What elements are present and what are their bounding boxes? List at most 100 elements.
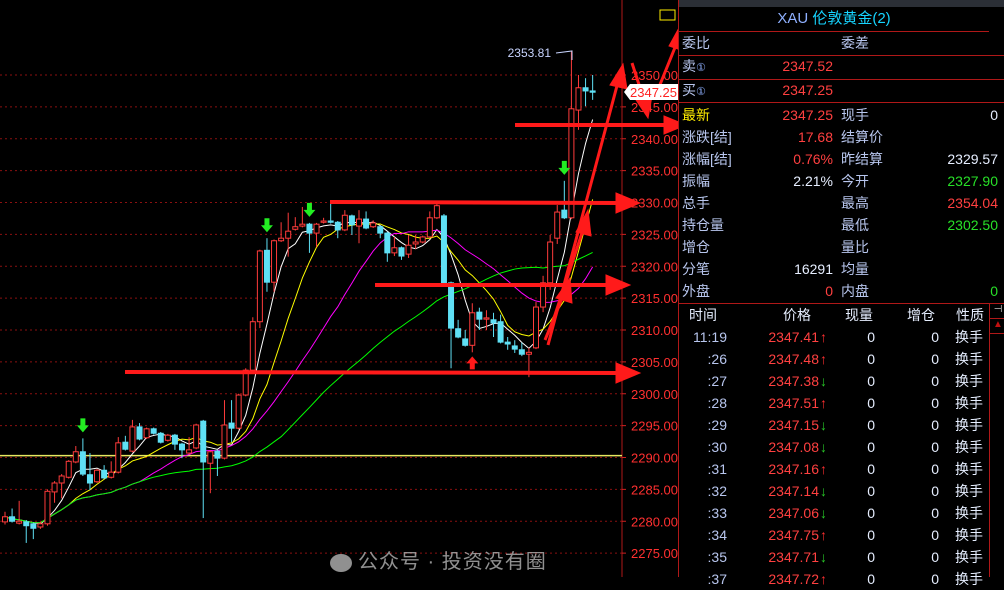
candle-body — [377, 226, 384, 234]
candle-body — [207, 451, 214, 464]
tick-row[interactable]: :31 2347.16 ↑ 0 0 换手 — [679, 458, 989, 480]
candle — [179, 442, 185, 459]
tick-oi-change: 0 — [931, 461, 939, 477]
candle — [426, 211, 433, 239]
candle — [186, 437, 193, 455]
candle — [108, 461, 115, 479]
axis-label: 2305.00 — [631, 355, 678, 370]
axis-label: 2300.00 — [631, 387, 678, 402]
candle-body — [2, 516, 8, 523]
candle — [214, 449, 221, 476]
candle — [348, 214, 355, 236]
candle — [327, 201, 334, 224]
tick-time: :31 — [707, 461, 727, 477]
candle — [547, 235, 554, 290]
pin-icon[interactable]: ⊣ — [990, 304, 1004, 319]
annotation-arrowhead — [663, 115, 680, 135]
ticks-scrollbar[interactable]: ⊣ ▲ — [989, 304, 1004, 577]
tick-oi-change: 0 — [931, 395, 939, 411]
header-volume[interactable]: 现量 — [845, 307, 873, 323]
bid-row: 买① 2347.25 — [679, 79, 1004, 101]
header-oi-change[interactable]: 增仓 — [907, 307, 935, 323]
field-label: 振幅 — [682, 173, 710, 189]
candle-body — [221, 424, 228, 459]
candle — [143, 427, 150, 440]
tick-row[interactable]: :33 2347.06 ↓ 0 0 换手 — [679, 502, 989, 524]
candle — [412, 235, 419, 250]
tick-direction-icon: ↓ — [820, 505, 827, 521]
axis-label: 2290.00 — [631, 451, 678, 466]
panel-top-strip — [679, 0, 1004, 7]
candle-body — [525, 351, 532, 355]
candle — [235, 393, 242, 430]
header-price[interactable]: 价格 — [783, 307, 811, 323]
tick-oi-change: 0 — [931, 527, 939, 543]
candle — [58, 474, 65, 499]
candle-body — [490, 319, 497, 324]
window-toggle-icon[interactable] — [659, 9, 676, 21]
candle — [370, 220, 377, 228]
annotation-arrowhead — [668, 24, 680, 51]
tick-volume: 0 — [867, 549, 875, 565]
field-value: 16291 — [794, 261, 833, 277]
candle-body — [426, 217, 433, 238]
scroll-up-icon[interactable]: ▲ — [990, 319, 1004, 334]
tick-row[interactable]: :32 2347.14 ↓ 0 0 换手 — [679, 480, 989, 502]
candle-body — [356, 218, 362, 227]
axis-label: 2315.00 — [631, 291, 678, 306]
candle — [65, 460, 72, 479]
candle — [568, 50, 575, 220]
header-type[interactable]: 性质 — [956, 307, 984, 323]
candle-body — [469, 312, 476, 346]
tick-row[interactable]: :34 2347.75 ↑ 0 0 换手 — [679, 524, 989, 546]
field-label: 内盘 — [841, 283, 869, 299]
annotation-arrowhead — [615, 362, 642, 384]
order-imbalance-row: 委比 委差 — [679, 32, 1004, 54]
tick-row[interactable]: :30 2347.08 ↓ 0 0 换手 — [679, 436, 989, 458]
candle — [193, 423, 200, 450]
candle — [221, 400, 228, 460]
candle-body — [171, 434, 178, 445]
candle-body — [186, 449, 193, 454]
candle-body — [504, 341, 511, 345]
field-label: 分笔 — [682, 261, 710, 277]
instrument-name: 伦敦黄金(2) — [812, 10, 891, 27]
axis-label: 2325.00 — [631, 227, 678, 242]
candle-body — [129, 426, 136, 452]
header-time[interactable]: 时间 — [689, 307, 717, 323]
annotation-arrowhead — [575, 208, 592, 237]
tick-price: 2347.06 — [768, 505, 819, 521]
field-value: 2302.50 — [947, 217, 998, 233]
quote-field-row: 振幅 2.21% 今开 2327.90 — [679, 170, 1004, 192]
current-price-text: 2347.25 — [630, 85, 677, 100]
tick-price: 2347.16 — [768, 461, 819, 477]
quote-field-row: 增仓 量比 — [679, 236, 1004, 258]
tick-row[interactable]: :28 2347.51 ↑ 0 0 换手 — [679, 392, 989, 414]
candle — [419, 235, 426, 244]
tick-row[interactable]: :29 2347.15 ↓ 0 0 换手 — [679, 414, 989, 436]
tick-row[interactable]: :27 2347.38 ↓ 0 0 换手 — [679, 370, 989, 392]
candle — [2, 511, 8, 525]
candle — [341, 210, 348, 232]
tick-price: 2347.48 — [768, 351, 819, 367]
tick-direction-icon: ↑ — [820, 329, 827, 345]
candle — [433, 203, 440, 220]
quote-field-row: 总手 最高 2354.04 — [679, 192, 1004, 214]
tick-row[interactable]: :37 2347.72 ↑ 0 0 换手 — [679, 568, 989, 590]
candle — [483, 310, 490, 330]
tick-type: 换手 — [955, 505, 983, 521]
tick-row[interactable]: 11:19 2347.41 ↑ 0 0 换手 — [679, 326, 989, 348]
field-label: 涨幅[结] — [682, 151, 732, 167]
candle — [575, 75, 582, 130]
tick-row[interactable]: :35 2347.71 ↓ 0 0 换手 — [679, 546, 989, 568]
tick-price: 2347.75 — [768, 527, 819, 543]
candlestick-chart[interactable]: 2350.002345.002340.002335.002330.002325.… — [0, 0, 680, 577]
annotation-arrow-line — [124, 370, 621, 375]
field-value: 2.21% — [793, 173, 833, 189]
tick-direction-icon: ↑ — [820, 351, 827, 367]
field-label: 涨跌[结] — [682, 129, 732, 145]
tick-row[interactable]: :26 2347.48 ↑ 0 0 换手 — [679, 348, 989, 370]
candle — [249, 317, 256, 372]
field-value: 17.68 — [797, 129, 833, 145]
candle-body — [23, 521, 30, 527]
